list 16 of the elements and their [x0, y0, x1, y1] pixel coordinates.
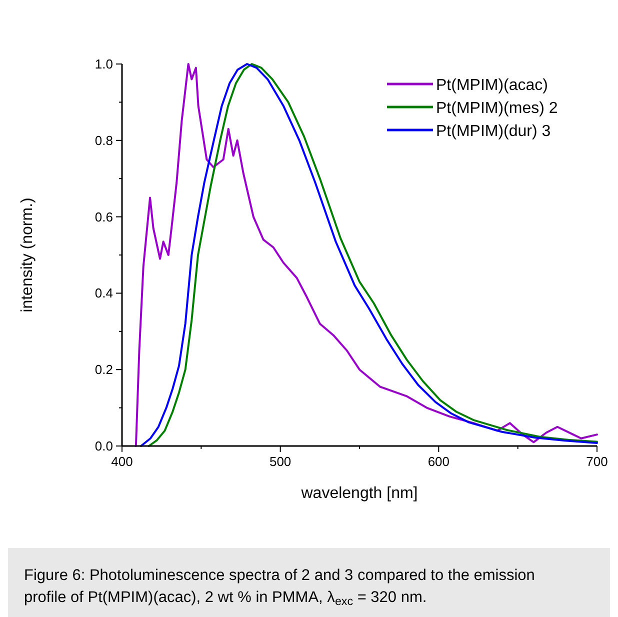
x-tick-label: 700	[586, 454, 608, 469]
y-tick-label: 0.6	[94, 209, 113, 224]
x-tick-label: 500	[269, 454, 292, 469]
legend-label: Pt(MPIM)(dur) 3	[436, 123, 551, 140]
caption: Figure 6: Photoluminescence spectra of 2 and 3 compared to the emission profile of Pt(MPIM)(acac), 2 wt % in PMMA, λ$_{exc}$ = 320 nm.	[24, 567, 535, 608]
legend-label: Pt(MPIM)(acac)	[436, 77, 548, 94]
x-axis-title: wavelength [nm]	[300, 485, 418, 502]
y-axis-title: intensity (norm.)	[19, 198, 36, 312]
y-tick-label: 0.8	[94, 132, 113, 148]
legend-label: Pt(MPIM)(mes) 2	[436, 100, 558, 117]
y-tick-label: 0.4	[94, 286, 113, 301]
x-tick-label: 600	[428, 454, 450, 469]
x-tick-label: 400	[111, 454, 133, 469]
y-tick-label: 0.2	[94, 362, 113, 378]
y-tick-label: 0.0	[94, 438, 113, 454]
y-tick-label: 1.0	[94, 56, 113, 72]
